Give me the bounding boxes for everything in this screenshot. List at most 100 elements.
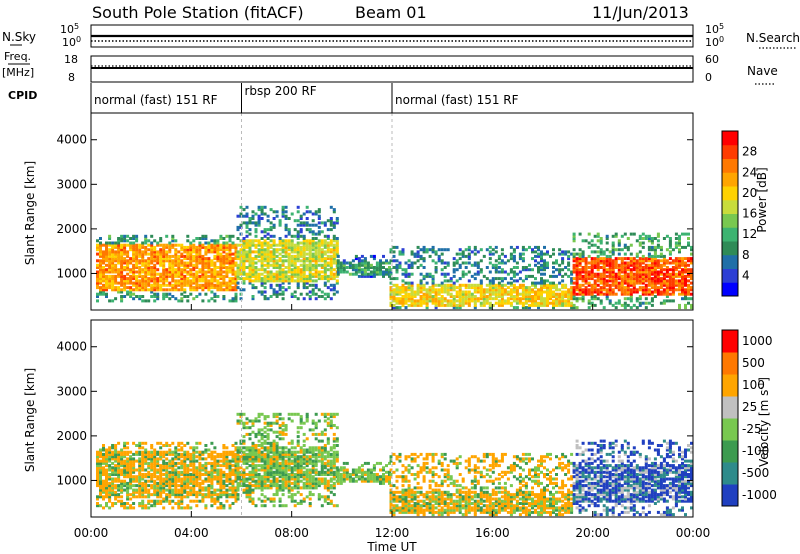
noise-panel: N.Sky 105 100 105 100 N.Search — [2, 22, 800, 50]
echo-cell — [320, 250, 324, 254]
echo-cell — [410, 283, 414, 287]
echo-cell — [150, 295, 154, 298]
echo-cell — [225, 283, 229, 287]
echo-cell — [260, 279, 264, 283]
echo-cell — [251, 477, 255, 481]
echo-cell — [123, 484, 127, 488]
echo-cell — [509, 292, 513, 296]
echo-cell — [537, 252, 540, 256]
echo-cell — [485, 266, 489, 269]
echo-cell — [375, 268, 379, 272]
echo-cell — [177, 504, 181, 508]
echo-cell — [123, 245, 127, 249]
echo-cell — [225, 466, 229, 470]
echo-cell — [473, 297, 477, 301]
echo-cell — [138, 283, 142, 287]
echo-cell — [108, 237, 112, 240]
echo-cell — [96, 272, 99, 276]
echo-cell — [593, 283, 597, 287]
echo-cell — [156, 481, 160, 485]
echo-cell — [488, 279, 492, 283]
echo-cell — [567, 292, 571, 296]
echo-cell — [126, 497, 130, 501]
echo-cell — [599, 250, 603, 254]
echo-cell — [650, 290, 654, 294]
echo-cell — [302, 234, 306, 238]
echo-cell — [602, 292, 606, 296]
echo-cell — [150, 252, 154, 256]
echo-cell — [165, 288, 169, 292]
echo-cell — [159, 488, 163, 492]
echo-cell — [518, 270, 522, 274]
echo-cell — [189, 292, 193, 296]
echo-cell — [611, 290, 615, 294]
echo-cell — [150, 259, 154, 263]
echo-cell — [129, 259, 133, 263]
echo-cell — [198, 237, 202, 240]
echo-cell — [455, 286, 459, 290]
echo-cell — [570, 292, 574, 296]
echo-cell — [171, 441, 175, 445]
echo-cell — [96, 502, 99, 505]
echo-cell — [111, 484, 115, 488]
echo-cell — [153, 493, 157, 497]
echo-cell — [251, 441, 255, 445]
echo-cell — [171, 270, 175, 274]
echo-cell — [153, 250, 157, 254]
echo-cell — [446, 301, 450, 305]
echo-cell — [332, 261, 336, 265]
echo-cell — [210, 490, 214, 494]
echo-cell — [650, 272, 654, 276]
echo-cell — [665, 286, 669, 290]
echo-cell — [99, 250, 102, 254]
echo-cell — [440, 252, 444, 256]
echo-cell — [126, 234, 130, 238]
echo-cell — [302, 272, 306, 276]
echo-cell — [144, 452, 148, 456]
echo-cell — [482, 254, 486, 258]
echo-cell — [596, 277, 600, 281]
echo-cell — [213, 295, 217, 298]
echo-cell — [168, 466, 172, 470]
echo-cell — [431, 295, 435, 298]
echo-cell — [216, 286, 220, 290]
echo-cell — [156, 261, 160, 265]
echo-cell — [210, 484, 214, 488]
echo-cell — [659, 281, 663, 285]
echo-cell — [561, 274, 565, 278]
echo-cell — [96, 495, 99, 499]
echo-cell — [413, 290, 417, 294]
echo-cell — [180, 261, 184, 265]
echo-cell — [135, 261, 139, 265]
echo-cell — [219, 475, 223, 479]
echo-cell — [497, 303, 501, 307]
echo-cell — [311, 272, 315, 276]
echo-cell — [314, 266, 318, 269]
echo-cell — [231, 252, 235, 256]
echo-cell — [578, 277, 582, 281]
echo-cell — [528, 274, 531, 278]
echo-cell — [257, 277, 261, 281]
echo-cell — [159, 466, 163, 470]
echo-cell — [278, 432, 282, 436]
echo-cell — [302, 274, 306, 278]
echo-cell — [156, 452, 160, 456]
echo-cell — [521, 257, 525, 261]
echo-cell — [114, 241, 118, 245]
echo-cell — [225, 479, 229, 483]
echo-cell — [570, 272, 574, 276]
echo-cell — [629, 279, 633, 283]
echo-cell — [678, 263, 681, 267]
echo-cell — [537, 270, 540, 274]
echo-cell — [231, 470, 235, 474]
echo-cell — [467, 299, 471, 303]
echo-cell — [186, 248, 190, 252]
echo-cell — [275, 466, 279, 470]
echo-cell — [419, 272, 423, 276]
echo-cell — [102, 484, 105, 488]
echo-cell — [248, 450, 252, 454]
echo-cell — [108, 261, 112, 265]
echo-cell — [357, 257, 361, 261]
echo-cell — [126, 268, 130, 272]
echo-cell — [602, 277, 606, 281]
